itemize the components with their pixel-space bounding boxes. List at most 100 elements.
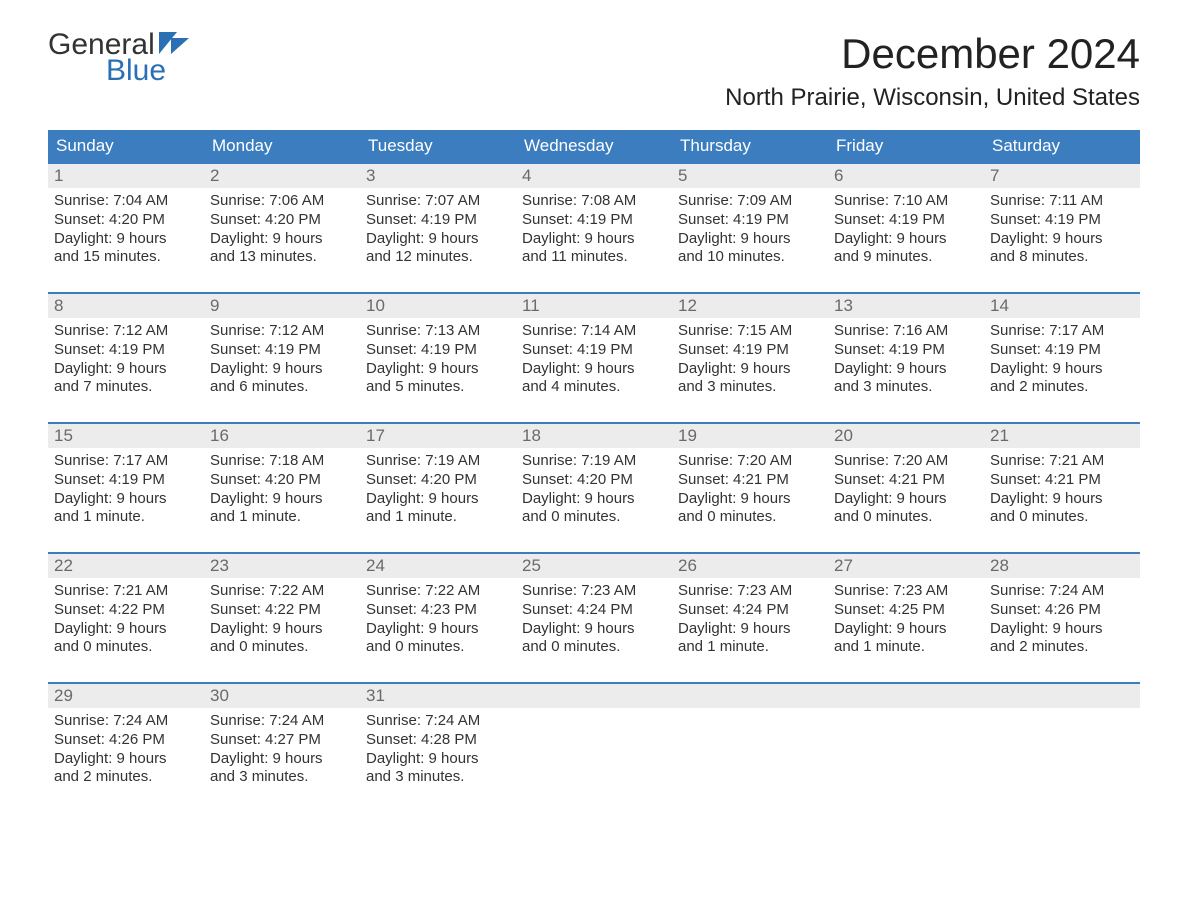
calendar: Sunday Monday Tuesday Wednesday Thursday… (48, 130, 1140, 796)
day-d1: Daylight: 9 hours (54, 360, 198, 379)
day-d1: Daylight: 9 hours (366, 620, 510, 639)
day-sunset: Sunset: 4:26 PM (990, 601, 1134, 620)
day-sunrise: Sunrise: 7:19 AM (522, 452, 666, 471)
day-d2: and 0 minutes. (678, 508, 822, 527)
week-row: 29Sunrise: 7:24 AMSunset: 4:26 PMDayligh… (48, 682, 1140, 796)
day-d2: and 15 minutes. (54, 248, 198, 267)
day-number (828, 684, 984, 708)
day-number: 6 (828, 164, 984, 188)
day-body: Sunrise: 7:22 AMSunset: 4:22 PMDaylight:… (204, 578, 360, 663)
day-body: Sunrise: 7:18 AMSunset: 4:20 PMDaylight:… (204, 448, 360, 533)
day-d1: Daylight: 9 hours (522, 620, 666, 639)
day-d1: Daylight: 9 hours (366, 750, 510, 769)
day-d2: and 11 minutes. (522, 248, 666, 267)
day-number: 25 (516, 554, 672, 578)
day-cell: 28Sunrise: 7:24 AMSunset: 4:26 PMDayligh… (984, 554, 1140, 666)
day-sunset: Sunset: 4:20 PM (54, 211, 198, 230)
day-d1: Daylight: 9 hours (54, 750, 198, 769)
day-number: 1 (48, 164, 204, 188)
day-body: Sunrise: 7:12 AMSunset: 4:19 PMDaylight:… (204, 318, 360, 403)
day-sunset: Sunset: 4:21 PM (834, 471, 978, 490)
day-d1: Daylight: 9 hours (54, 490, 198, 509)
day-body: Sunrise: 7:24 AMSunset: 4:26 PMDaylight:… (48, 708, 204, 793)
weekday-fri: Friday (828, 130, 984, 162)
day-cell: 29Sunrise: 7:24 AMSunset: 4:26 PMDayligh… (48, 684, 204, 796)
day-d2: and 1 minute. (834, 638, 978, 657)
location: North Prairie, Wisconsin, United States (725, 84, 1140, 112)
day-d1: Daylight: 9 hours (990, 490, 1134, 509)
day-sunset: Sunset: 4:19 PM (366, 341, 510, 360)
day-number: 29 (48, 684, 204, 708)
day-sunrise: Sunrise: 7:23 AM (522, 582, 666, 601)
day-d2: and 3 minutes. (366, 768, 510, 787)
day-cell: 4Sunrise: 7:08 AMSunset: 4:19 PMDaylight… (516, 164, 672, 276)
day-body: Sunrise: 7:12 AMSunset: 4:19 PMDaylight:… (48, 318, 204, 403)
day-sunset: Sunset: 4:23 PM (366, 601, 510, 620)
day-d2: and 0 minutes. (990, 508, 1134, 527)
day-cell (672, 684, 828, 796)
day-cell: 5Sunrise: 7:09 AMSunset: 4:19 PMDaylight… (672, 164, 828, 276)
day-d2: and 2 minutes. (990, 378, 1134, 397)
day-sunrise: Sunrise: 7:24 AM (366, 712, 510, 731)
day-d1: Daylight: 9 hours (990, 230, 1134, 249)
day-d2: and 0 minutes. (522, 638, 666, 657)
day-number: 7 (984, 164, 1140, 188)
day-number: 16 (204, 424, 360, 448)
day-number: 10 (360, 294, 516, 318)
day-d1: Daylight: 9 hours (522, 230, 666, 249)
day-d1: Daylight: 9 hours (834, 490, 978, 509)
day-d1: Daylight: 9 hours (834, 360, 978, 379)
day-body: Sunrise: 7:07 AMSunset: 4:19 PMDaylight:… (360, 188, 516, 273)
day-sunrise: Sunrise: 7:07 AM (366, 192, 510, 211)
day-d2: and 0 minutes. (522, 508, 666, 527)
header: General Blue December 2024 North Prairie… (48, 30, 1140, 112)
day-sunrise: Sunrise: 7:14 AM (522, 322, 666, 341)
day-d2: and 3 minutes. (678, 378, 822, 397)
day-cell: 27Sunrise: 7:23 AMSunset: 4:25 PMDayligh… (828, 554, 984, 666)
day-d1: Daylight: 9 hours (678, 620, 822, 639)
day-number (672, 684, 828, 708)
day-sunrise: Sunrise: 7:06 AM (210, 192, 354, 211)
day-d2: and 10 minutes. (678, 248, 822, 267)
day-cell: 8Sunrise: 7:12 AMSunset: 4:19 PMDaylight… (48, 294, 204, 406)
day-body: Sunrise: 7:24 AMSunset: 4:27 PMDaylight:… (204, 708, 360, 793)
day-d1: Daylight: 9 hours (678, 230, 822, 249)
day-d2: and 5 minutes. (366, 378, 510, 397)
day-body: Sunrise: 7:14 AMSunset: 4:19 PMDaylight:… (516, 318, 672, 403)
day-cell: 31Sunrise: 7:24 AMSunset: 4:28 PMDayligh… (360, 684, 516, 796)
day-sunset: Sunset: 4:24 PM (522, 601, 666, 620)
day-number: 19 (672, 424, 828, 448)
weekday-tue: Tuesday (360, 130, 516, 162)
day-d2: and 13 minutes. (210, 248, 354, 267)
day-cell: 26Sunrise: 7:23 AMSunset: 4:24 PMDayligh… (672, 554, 828, 666)
day-sunset: Sunset: 4:19 PM (366, 211, 510, 230)
day-sunset: Sunset: 4:19 PM (54, 341, 198, 360)
day-cell (828, 684, 984, 796)
day-sunset: Sunset: 4:19 PM (990, 211, 1134, 230)
day-d2: and 1 minute. (678, 638, 822, 657)
day-body: Sunrise: 7:08 AMSunset: 4:19 PMDaylight:… (516, 188, 672, 273)
day-cell: 7Sunrise: 7:11 AMSunset: 4:19 PMDaylight… (984, 164, 1140, 276)
day-sunrise: Sunrise: 7:24 AM (210, 712, 354, 731)
day-d1: Daylight: 9 hours (366, 230, 510, 249)
day-sunrise: Sunrise: 7:16 AM (834, 322, 978, 341)
day-d2: and 0 minutes. (210, 638, 354, 657)
day-cell: 10Sunrise: 7:13 AMSunset: 4:19 PMDayligh… (360, 294, 516, 406)
week-row: 8Sunrise: 7:12 AMSunset: 4:19 PMDaylight… (48, 292, 1140, 406)
day-sunset: Sunset: 4:22 PM (210, 601, 354, 620)
day-d2: and 0 minutes. (54, 638, 198, 657)
day-cell: 24Sunrise: 7:22 AMSunset: 4:23 PMDayligh… (360, 554, 516, 666)
day-sunset: Sunset: 4:20 PM (366, 471, 510, 490)
day-d1: Daylight: 9 hours (54, 620, 198, 639)
day-number: 20 (828, 424, 984, 448)
day-sunrise: Sunrise: 7:23 AM (678, 582, 822, 601)
day-cell: 9Sunrise: 7:12 AMSunset: 4:19 PMDaylight… (204, 294, 360, 406)
day-cell: 1Sunrise: 7:04 AMSunset: 4:20 PMDaylight… (48, 164, 204, 276)
day-sunrise: Sunrise: 7:19 AM (366, 452, 510, 471)
day-body: Sunrise: 7:23 AMSunset: 4:24 PMDaylight:… (516, 578, 672, 663)
day-number: 11 (516, 294, 672, 318)
day-number: 18 (516, 424, 672, 448)
day-body: Sunrise: 7:21 AMSunset: 4:22 PMDaylight:… (48, 578, 204, 663)
day-d1: Daylight: 9 hours (990, 360, 1134, 379)
day-number: 15 (48, 424, 204, 448)
